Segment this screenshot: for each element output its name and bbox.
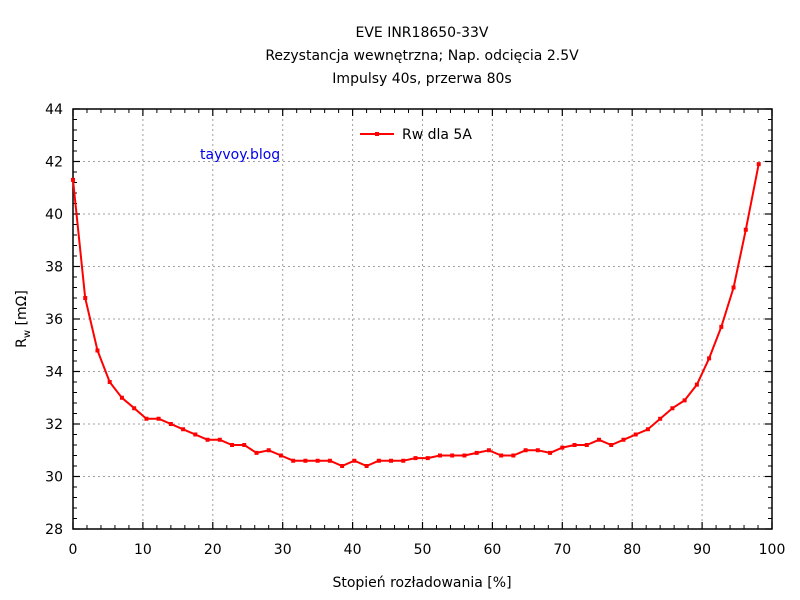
data-point — [291, 458, 296, 463]
data-point — [230, 443, 235, 447]
chart-title: EVE INR18650-33V Rezystancja wewnętrzna;… — [265, 25, 579, 87]
data-point — [315, 458, 320, 463]
data-point — [658, 416, 663, 421]
x-tick-label: 90 — [693, 542, 711, 558]
y-tick-label: 30 — [45, 470, 63, 486]
data-point — [645, 427, 650, 432]
data-point — [107, 380, 112, 384]
data-point — [376, 458, 381, 463]
data-point — [609, 443, 614, 447]
y-tick-label: 40 — [45, 207, 63, 223]
legend-label: Rw dla 5A — [402, 127, 472, 143]
data-point — [327, 458, 332, 463]
data-point — [548, 450, 553, 455]
y-tick-label: 38 — [45, 260, 63, 276]
data-point — [462, 453, 467, 458]
data-point — [425, 456, 430, 461]
y-axis-label-unit: [mΩ] — [14, 290, 30, 330]
x-tick-label: 60 — [483, 542, 501, 558]
data-point — [181, 427, 186, 432]
data-point — [254, 450, 259, 455]
data-point — [242, 443, 247, 447]
data-point — [205, 437, 210, 442]
x-tick-label: 10 — [134, 542, 152, 558]
data-point — [499, 453, 504, 458]
x-tick-label: 70 — [553, 542, 571, 558]
title-line-1: EVE INR18650-33V — [355, 25, 488, 41]
y-axis-label: Rw [mΩ] — [14, 290, 33, 348]
data-point — [474, 450, 479, 455]
data-point — [217, 437, 222, 442]
data-point — [156, 416, 161, 421]
data-point — [511, 453, 516, 458]
data-point — [352, 458, 357, 463]
data-point — [670, 406, 675, 411]
y-tick-label: 28 — [45, 522, 63, 538]
data-point — [633, 432, 638, 437]
data-point — [535, 448, 540, 453]
data-point — [572, 443, 577, 447]
data-point — [193, 432, 198, 437]
data-point — [364, 464, 369, 468]
data-point — [413, 456, 418, 461]
data-point — [144, 416, 149, 421]
data-point — [523, 448, 528, 453]
data-point — [71, 177, 75, 182]
data-point — [682, 398, 687, 403]
y-tick-labels: 28 30 32 34 36 38 40 42 44 — [45, 102, 63, 538]
data-point — [694, 382, 699, 387]
data-point — [95, 348, 100, 353]
x-tick-label: 20 — [204, 542, 222, 558]
data-point — [437, 453, 442, 458]
data-point — [731, 285, 736, 290]
series-rw-5a — [71, 162, 761, 468]
y-tick-label: 36 — [45, 312, 63, 328]
data-point — [340, 464, 345, 468]
data-point — [743, 227, 748, 232]
x-tick-label: 0 — [69, 542, 78, 558]
data-point — [83, 296, 88, 300]
data-point — [756, 162, 761, 167]
y-axis-label-main: R — [14, 338, 30, 348]
x-axis-label: Stopień rozładowania [%] — [332, 575, 511, 591]
x-tick-label: 80 — [623, 542, 641, 558]
y-tick-label: 44 — [45, 102, 63, 118]
y-tick-label: 32 — [45, 417, 63, 433]
data-point — [707, 356, 712, 361]
data-point — [596, 437, 601, 442]
data-point — [389, 458, 394, 463]
grid — [73, 109, 772, 529]
x-tick-label: 100 — [759, 542, 786, 558]
data-point — [278, 453, 283, 458]
data-point — [132, 406, 137, 411]
data-point — [560, 445, 565, 450]
series-line — [72, 163, 760, 467]
title-line-2: Rezystancja wewnętrzna; Nap. odcięcia 2.… — [265, 48, 579, 64]
data-point — [450, 453, 455, 458]
data-point — [303, 458, 308, 463]
legend-marker — [375, 132, 379, 136]
data-point — [266, 448, 271, 453]
x-tick-label: 40 — [344, 542, 362, 558]
data-point — [719, 324, 724, 329]
y-tick-label: 42 — [45, 155, 63, 171]
y-axis-label-sub: w — [22, 330, 33, 338]
data-point — [168, 422, 173, 426]
x-tick-label: 50 — [414, 542, 432, 558]
data-point — [621, 437, 626, 442]
data-point — [486, 448, 491, 453]
x-tick-labels: 0 10 20 30 40 50 60 70 80 90 100 — [69, 542, 786, 558]
data-point — [119, 395, 124, 400]
data-point — [401, 458, 406, 463]
legend: Rw dla 5A — [360, 127, 472, 143]
data-point — [584, 443, 589, 447]
x-tick-label: 30 — [274, 542, 292, 558]
plot-frame — [72, 108, 773, 530]
watermark-annotation: tayvoy.blog — [200, 147, 280, 163]
title-line-3: Impulsy 40s, przerwa 80s — [332, 71, 511, 87]
y-tick-label: 34 — [45, 365, 63, 381]
